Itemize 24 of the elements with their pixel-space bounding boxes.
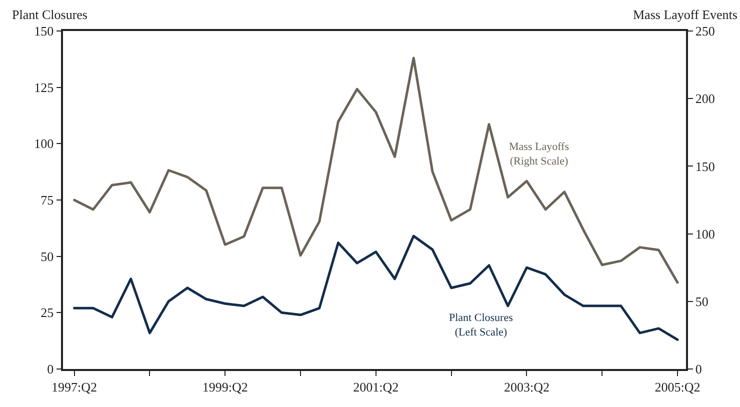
- x-tick-label: 1999:Q2: [202, 379, 248, 394]
- y2-axis-title: Mass Layoff Events: [633, 7, 738, 22]
- y2-tick-label: 150: [695, 158, 715, 174]
- x-tick-label: 2001:Q2: [353, 379, 399, 394]
- y-tick-label: 50: [40, 248, 54, 264]
- y2-tick-label: 0: [695, 362, 702, 377]
- series-label: Plant Closures (Left Scale): [449, 312, 513, 338]
- y2-tick-label: 250: [695, 24, 715, 39]
- x-tick-label: 2005:Q2: [654, 379, 700, 394]
- y-tick-label: 0: [47, 362, 54, 377]
- x-tick-label: 2003:Q2: [504, 379, 550, 394]
- y-tick-label: 100: [34, 136, 54, 152]
- y2-tick-label: 200: [695, 91, 715, 106]
- y-tick-label: 150: [34, 24, 54, 39]
- y2-tick-label: 50: [695, 294, 708, 309]
- y-axis-title: Plant Closures: [12, 7, 88, 22]
- x-tick-label: 1997:Q2: [52, 379, 98, 394]
- series-label: Mass Layoffs (Right Scale): [509, 141, 569, 168]
- line-series: [73, 56, 679, 284]
- y-tick-label: 25: [40, 305, 54, 320]
- y2-tick-label: 100: [695, 226, 715, 242]
- line-series: [73, 234, 679, 341]
- y-tick-label: 75: [40, 192, 54, 208]
- y-tick-label: 125: [34, 80, 54, 95]
